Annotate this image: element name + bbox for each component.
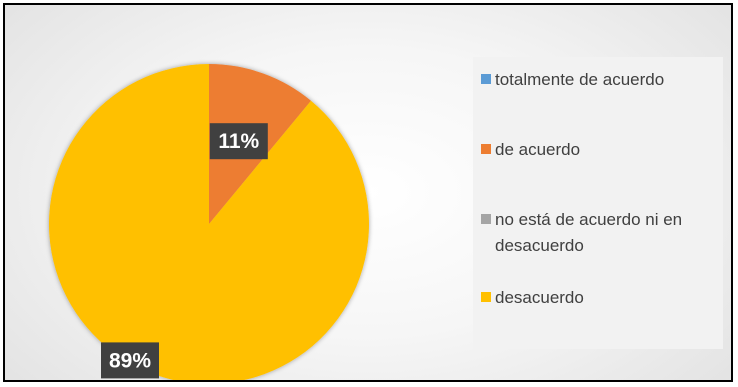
legend-swatch: [481, 144, 491, 154]
pie-slice-desacuerdo: [49, 64, 369, 380]
data-label-de-acuerdo: 11%: [209, 123, 268, 160]
data-label-box: [209, 123, 268, 160]
legend-swatch: [481, 214, 491, 224]
chart-area: 11% 89% totalmente de acuerdo de acuerdo …: [3, 3, 733, 382]
legend-label: de acuerdo: [495, 140, 581, 159]
pie-chart: 11% 89%: [49, 64, 369, 380]
legend-swatch: [481, 74, 491, 84]
data-label-box: [101, 342, 159, 379]
legend-label: totalmente de acuerdo: [495, 70, 665, 89]
data-label-text: 89%: [109, 349, 151, 372]
data-label-desacuerdo: 89%: [101, 342, 159, 379]
legend-label: no está de acuerdo ni en desacuerdo: [495, 210, 683, 255]
chart-legend: totalmente de acuerdo de acuerdo no está…: [473, 57, 723, 349]
legend-label: desacuerdo: [495, 288, 584, 307]
legend-swatch: [481, 292, 491, 302]
data-label-text: 11%: [218, 130, 259, 153]
